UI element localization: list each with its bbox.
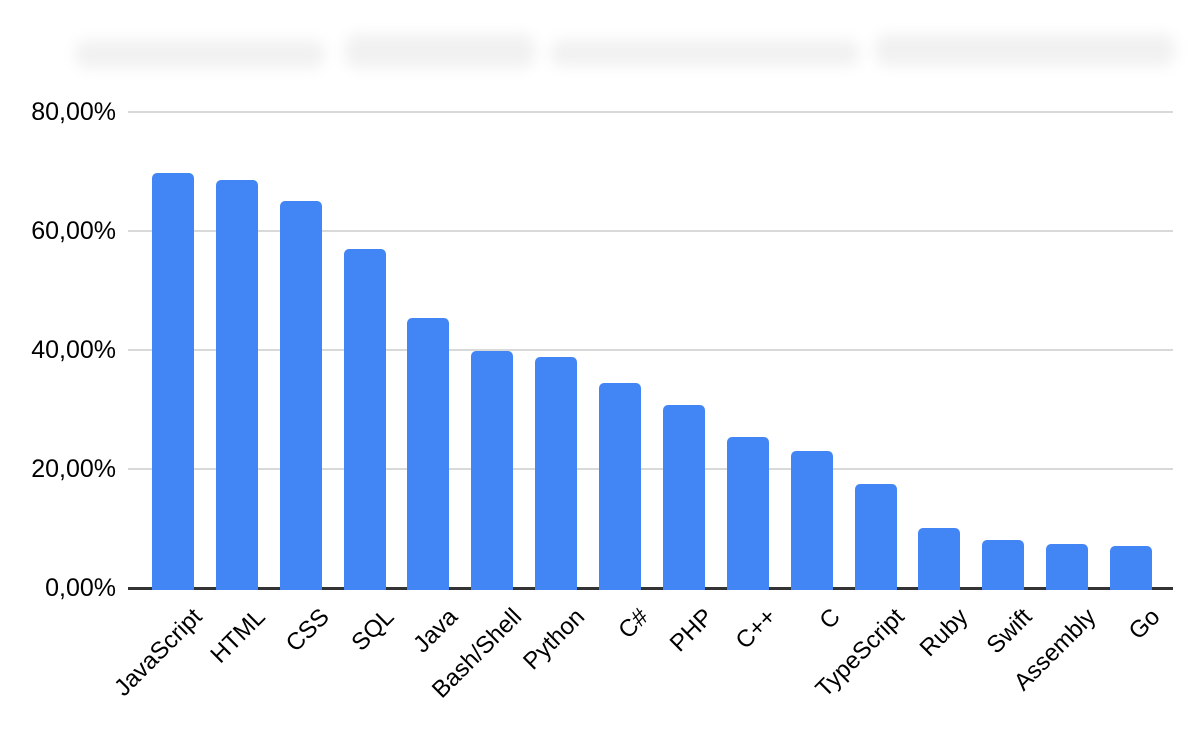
title-smudge	[550, 40, 860, 66]
bar-bash-shell	[471, 351, 514, 590]
bar-slot-ruby	[908, 112, 972, 590]
title-smudge	[875, 34, 1175, 66]
x-axis-label-html: HTML	[205, 603, 272, 669]
bar-slot-php	[652, 112, 716, 590]
bar-slot-typescript	[844, 112, 908, 590]
y-axis-tick-label-60: 60,00%	[31, 217, 116, 245]
gridline	[128, 349, 1173, 351]
bar-swift	[982, 540, 1025, 590]
x-axis-label-go: Go	[1123, 603, 1166, 646]
x-axis-label-java: Java	[407, 603, 463, 659]
bar-assembly	[1046, 544, 1089, 590]
y-axis-tick-label-80: 80,00%	[31, 98, 116, 126]
bar-slot-c-sharp	[588, 112, 652, 590]
x-axis-label-python: Python	[518, 603, 591, 676]
bar-python	[535, 357, 578, 590]
bar-slot-css	[269, 112, 333, 590]
bar-c	[790, 451, 833, 590]
y-axis-tick-label-0: 0,00%	[45, 574, 116, 602]
x-axis-label-sql: SQL	[345, 603, 399, 657]
bar-sql	[343, 249, 386, 590]
bar-html	[215, 180, 258, 590]
x-axis-label-css: CSS	[281, 603, 336, 658]
bar-c-plus-plus	[726, 437, 769, 590]
title-smudge	[345, 34, 535, 68]
bar-go	[1110, 546, 1153, 590]
bar-php	[662, 405, 705, 590]
bar-javascript	[151, 173, 194, 590]
x-axis-line	[128, 587, 1173, 590]
bar-slot-bash-shell	[460, 112, 524, 590]
gridline	[128, 468, 1173, 470]
chart-title-faded	[60, 28, 1175, 80]
gridline	[128, 230, 1173, 232]
plot-area	[141, 112, 1163, 590]
bar-c-sharp	[599, 383, 642, 590]
bar-slot-javascript	[141, 112, 205, 590]
x-axis-label-php: PHP	[664, 603, 719, 658]
x-axis-label-ruby: Ruby	[915, 603, 974, 663]
gridline	[128, 111, 1173, 113]
x-axis-label-swift: Swift	[981, 603, 1038, 660]
bar-slot-c	[780, 112, 844, 590]
bar-slot-java	[397, 112, 461, 590]
bar-slot-html	[205, 112, 269, 590]
x-axis-label-c-plus-plus: C++	[731, 603, 783, 655]
x-axis-label-javascript: JavaScript	[109, 603, 208, 702]
bar-typescript	[854, 484, 897, 590]
bar-ruby	[918, 528, 961, 590]
bar-slot-c-plus-plus	[716, 112, 780, 590]
bar-slot-assembly	[1035, 112, 1099, 590]
x-axis-label-c: C	[814, 603, 847, 635]
bar-slot-go	[1099, 112, 1163, 590]
y-axis-tick-label-20: 20,00%	[31, 455, 116, 483]
bar-java	[407, 318, 450, 590]
bar-slot-swift	[971, 112, 1035, 590]
title-smudge	[75, 40, 325, 68]
bar-css	[279, 201, 322, 590]
bar-slot-python	[524, 112, 588, 590]
bar-slot-sql	[333, 112, 397, 590]
x-axis-label-c-sharp: C#	[613, 603, 655, 645]
y-axis-tick-label-40: 40,00%	[31, 336, 116, 364]
